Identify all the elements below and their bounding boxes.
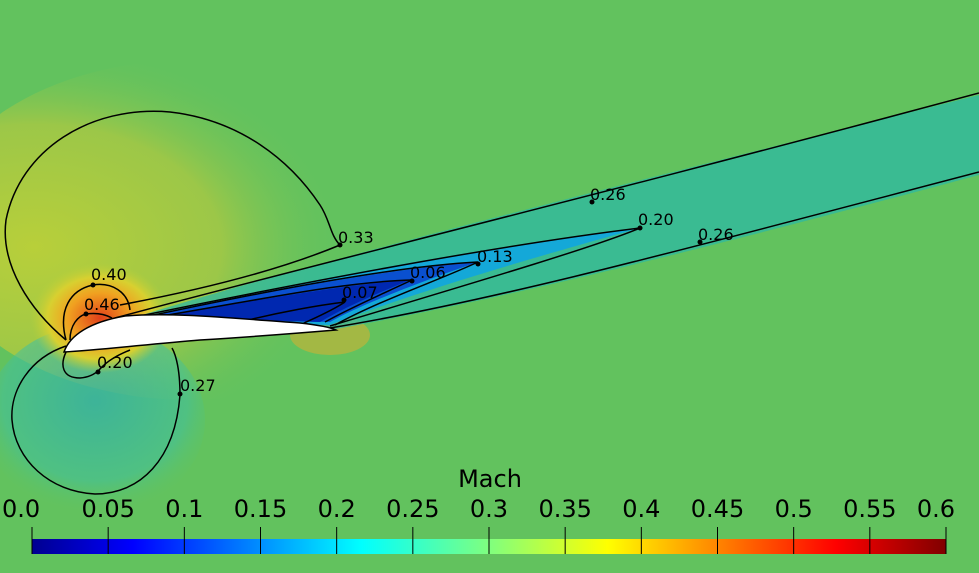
- contour-007: [239, 301, 346, 326]
- colorbar-tick-label: 0.3: [470, 495, 508, 523]
- contour-label-marker: [177, 391, 183, 397]
- contour-026-upper: [114, 92, 979, 319]
- contour-label-marker: [95, 369, 101, 375]
- colorbar-tick-label: 0.15: [234, 495, 287, 523]
- contour-labels: 0.26 0.20 0.26 0.33 0.13 0.06 0.07 0.40 …: [84, 185, 734, 395]
- colorbar-tick-label: 0.45: [691, 495, 744, 523]
- colorbar-tick-label: 0.35: [538, 495, 591, 523]
- colorbar-tick-label: 0.05: [81, 495, 134, 523]
- wake-outer-band: [110, 95, 979, 330]
- contour-label-marker: [83, 311, 89, 317]
- contour-label: 0.26: [698, 225, 734, 244]
- colorbar-tick-label: 0.2: [318, 495, 356, 523]
- contour-label: 0.06: [410, 263, 446, 282]
- colorbar-title: Mach: [458, 465, 522, 493]
- contour-label-marker: [697, 239, 703, 245]
- colorbar-ticks: 0.0 0.05 0.1 0.15 0.2 0.25 0.3 0.35 0.4 0.45 0.5 0.…: [2, 495, 955, 554]
- contour-label-marker: [90, 282, 96, 288]
- contour-006: [149, 279, 413, 323]
- contour-label: 0.07: [342, 283, 378, 302]
- colorbar-tick-label: 0.1: [165, 495, 203, 523]
- contour-026-lower: [329, 171, 979, 329]
- contour-label: 0.40: [91, 265, 127, 284]
- colorbar-tick-label: 0.25: [386, 495, 439, 523]
- contour-label: 0.20: [97, 353, 133, 372]
- contour-label: 0.27: [180, 376, 216, 395]
- colorbar-tick-label: 0.5: [775, 495, 813, 523]
- contour-020-lower: [62, 349, 131, 379]
- contour-label-marker: [409, 278, 415, 284]
- colorbar-tick-label: 0.55: [843, 495, 896, 523]
- contour-020-wake: [129, 227, 641, 327]
- colorbar-tick-label: 0.6: [917, 495, 955, 523]
- contour-label-marker: [475, 261, 481, 267]
- colorbar-tick-label: 0.0: [2, 495, 40, 523]
- contour-label-marker: [637, 225, 643, 231]
- contour-033: [4, 110, 342, 341]
- wake-core-band: [150, 280, 410, 322]
- contour-label: 0.33: [338, 228, 374, 247]
- contour-013: [139, 261, 479, 326]
- airfoil: [62, 313, 339, 353]
- contour-label-markers: [83, 199, 703, 397]
- contour-label-marker: [337, 242, 343, 248]
- contour-label-marker: [341, 297, 347, 303]
- contour-label: 0.13: [477, 247, 513, 266]
- contour-label: 0.20: [638, 210, 674, 229]
- contour-label-marker: [589, 199, 595, 205]
- colorbar-tick-label: 0.4: [622, 495, 660, 523]
- contour-label: 0.26: [590, 185, 626, 204]
- contour-label: 0.46: [84, 295, 120, 314]
